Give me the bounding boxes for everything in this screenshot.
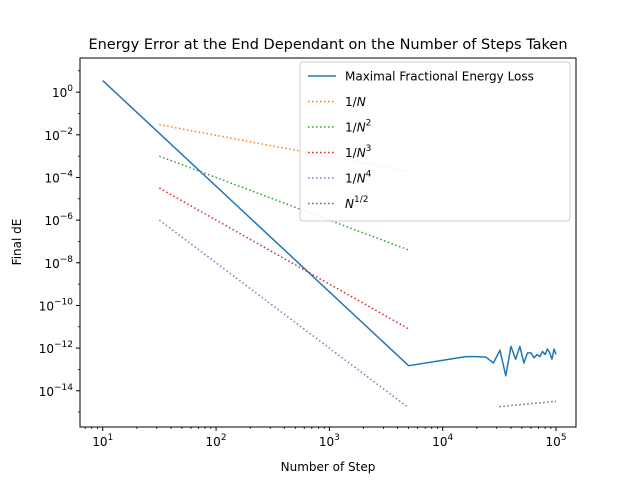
- legend-label: 1/N2: [345, 119, 371, 135]
- x-tick-label: 103: [319, 433, 340, 449]
- y-tick-label: 100: [52, 84, 73, 100]
- x-axis: 101 102 103 104 105: [84, 427, 567, 449]
- plot-area: [102, 80, 557, 409]
- x-tick-label: 104: [432, 433, 453, 449]
- y-tick-label: 10−10: [39, 297, 74, 313]
- chart-title: Energy Error at the End Dependant on the…: [88, 37, 567, 53]
- legend-box: [299, 61, 571, 222]
- legend-label: 1/N: [345, 95, 366, 109]
- legend: Maximal Fractional Energy Loss 1/N 1/N2 1/N…: [299, 61, 571, 222]
- legend-label: N1/2: [345, 195, 368, 211]
- series-line-5: [499, 400, 557, 408]
- x-tick-label: 102: [206, 433, 227, 449]
- y-tick-label: 10−12: [39, 340, 73, 356]
- series-line-0: [102, 80, 557, 377]
- y-axis: 100 10−2 10−4 10−6 10−8 10−10 10−12 10−14: [39, 70, 80, 413]
- y-tick-label: 10−2: [44, 127, 73, 143]
- plot-frame: [79, 57, 577, 428]
- y-tick-label: 10−4: [44, 169, 73, 185]
- legend-label: 1/N3: [345, 144, 371, 160]
- y-axis-label: Final dE: [10, 219, 24, 266]
- y-tick-label: 10−6: [44, 212, 73, 228]
- series-line-2: [159, 155, 409, 251]
- x-axis-label: Number of Step: [281, 460, 376, 474]
- y-tick-label: 10−14: [39, 383, 74, 399]
- legend-label: 1/N4: [345, 170, 372, 186]
- y-tick-label: 10−8: [44, 255, 73, 271]
- x-tick-label: 101: [92, 433, 113, 449]
- x-tick-label: 105: [546, 433, 567, 449]
- legend-label: Maximal Fractional Energy Loss: [345, 70, 534, 84]
